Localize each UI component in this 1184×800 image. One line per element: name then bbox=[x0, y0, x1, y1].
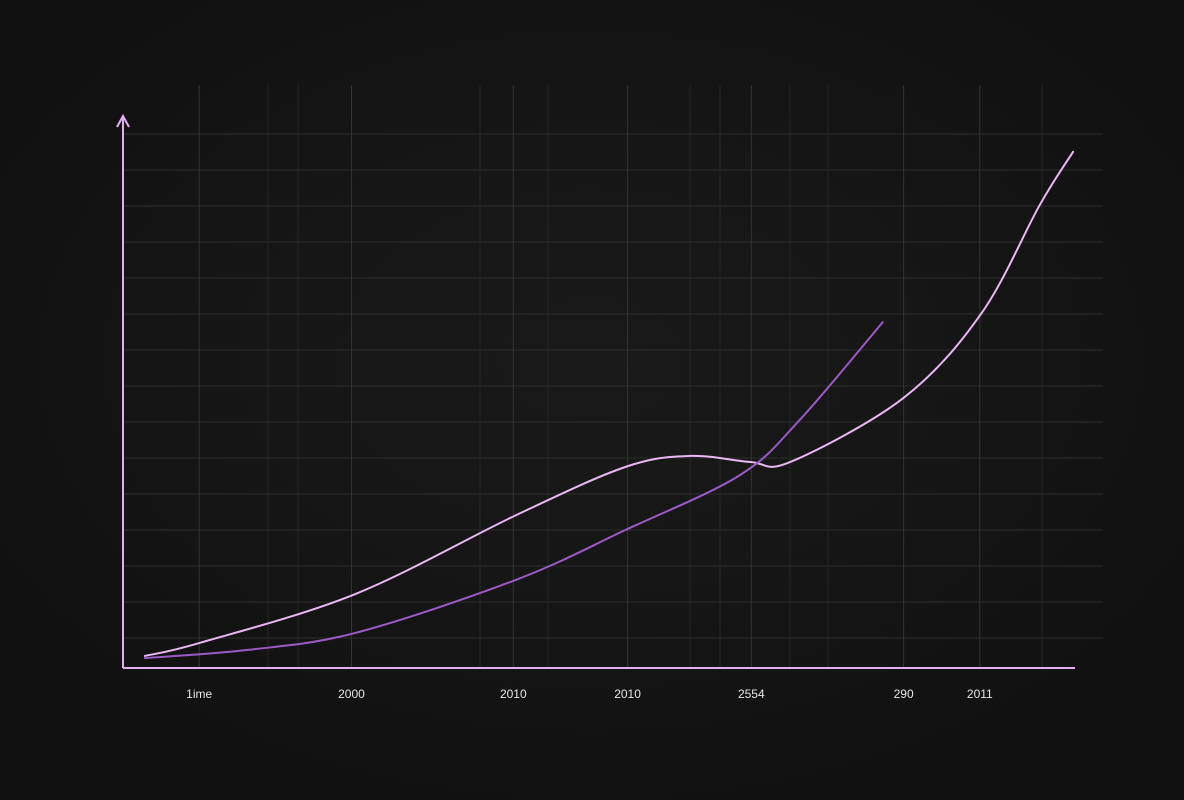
x-tick-label: 2554 bbox=[738, 687, 765, 701]
x-tick-label: 2011 bbox=[967, 687, 993, 701]
x-tick-label: 2000 bbox=[338, 687, 365, 701]
plot bbox=[143, 150, 1075, 660]
grid bbox=[123, 85, 1103, 668]
x-tick-label: 2010 bbox=[614, 687, 641, 701]
y-axis-arrow bbox=[116, 113, 130, 128]
x-tick-label: 2010 bbox=[500, 687, 527, 701]
x-tick-label: 1ime bbox=[186, 687, 212, 701]
series-line bbox=[143, 150, 1075, 657]
x-tick-label: 290 bbox=[894, 687, 914, 701]
series-line bbox=[143, 321, 884, 660]
